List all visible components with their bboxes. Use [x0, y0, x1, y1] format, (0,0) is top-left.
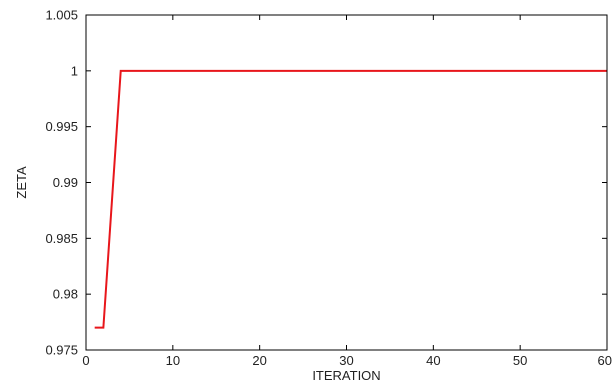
x-tick-label: 30	[339, 353, 353, 368]
x-tick-label: 20	[252, 353, 266, 368]
y-tick-label: 0.975	[45, 343, 78, 358]
plot-area-frame	[85, 14, 608, 351]
x-tick-label: 50	[513, 353, 527, 368]
y-tick-label: 1	[71, 63, 78, 78]
x-axis-label: ITERATION	[312, 368, 380, 383]
y-tick-label: 0.99	[53, 175, 78, 190]
x-tick-label: 0	[82, 353, 89, 368]
y-tick-label: 0.985	[45, 231, 78, 246]
y-tick-label: 0.995	[45, 119, 78, 134]
x-tick-label: 60	[598, 353, 612, 368]
y-axis-label: ZETA	[14, 166, 29, 199]
series-layer	[94, 69, 607, 329]
series-line	[94, 69, 607, 329]
y-tick-label: 0.98	[53, 287, 78, 302]
y-axis-ticks: 0.975 0.98 0.985 0.99 0.995 1 1.005	[45, 8, 607, 358]
x-axis-ticks: 0 10 20 30 40 50 60	[82, 15, 612, 368]
x-tick-label: 10	[166, 353, 180, 368]
x-tick-label: 40	[426, 353, 440, 368]
y-tick-label: 1.005	[45, 8, 78, 23]
